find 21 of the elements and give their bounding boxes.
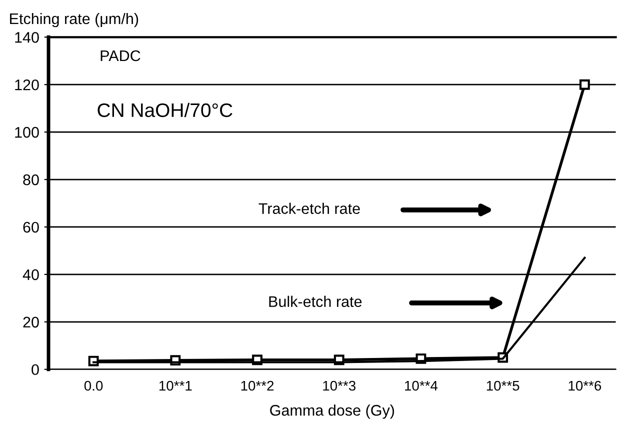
y-tick-label: 40 xyxy=(22,269,39,280)
y-tick-label: 120 xyxy=(15,79,39,90)
y-tick-label: 100 xyxy=(15,126,39,138)
y-axis-title: Etching rate (μm/h) xyxy=(10,12,138,28)
x-tick-label: 10**1 xyxy=(159,380,192,391)
annotation: CN NaOH/70°C xyxy=(98,102,232,118)
x-tick-label: 0.0 xyxy=(84,380,103,391)
x-tick-label: 10**4 xyxy=(405,380,438,391)
y-tick-label: 0 xyxy=(32,364,39,376)
annotation: Bulk-etch rate xyxy=(269,296,362,308)
x-tick-label: 10**3 xyxy=(323,380,356,391)
y-tick-label: 140 xyxy=(15,32,39,43)
y-tick-label: 60 xyxy=(23,222,39,233)
y-tick-label: 80 xyxy=(23,174,39,186)
x-axis-title: Gamma dose (Gy) xyxy=(270,404,394,419)
x-tick-label: 10**2 xyxy=(241,380,274,391)
annotation: Track-etch rate xyxy=(258,202,360,214)
x-tick-label: 10**6 xyxy=(568,380,602,391)
y-tick-label: 20 xyxy=(23,316,39,328)
annotation: PADC xyxy=(100,50,140,62)
x-tick-label: 10**5 xyxy=(486,380,520,391)
